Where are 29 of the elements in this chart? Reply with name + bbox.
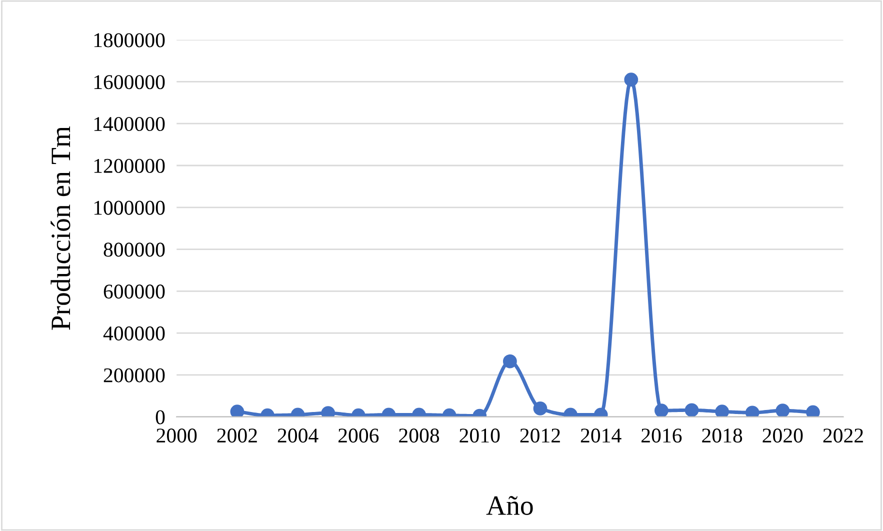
x-tick-label: 2008	[399, 428, 440, 443]
point	[745, 406, 760, 417]
y-tick-label: 1400000	[94, 116, 165, 132]
x-tick-label: 2016	[642, 428, 682, 443]
point	[715, 404, 729, 417]
y-tick-label: 0	[156, 410, 165, 424]
x-axis-title: Año	[486, 496, 533, 515]
x-tick-label: 2006	[338, 428, 379, 443]
x-tick-label: 2010	[460, 428, 500, 443]
x-tick-label: 2014	[580, 428, 622, 443]
y-axis-title: Producción en Tm	[50, 126, 70, 330]
y-tick-label: 1200000	[94, 158, 165, 173]
y-tick-label: 200000	[104, 368, 165, 382]
y-tick-label: 400000	[103, 326, 165, 340]
x-tick-label: 2018	[702, 428, 742, 443]
point	[806, 405, 820, 417]
point	[624, 72, 638, 87]
x-tick-label: 2002	[217, 428, 257, 443]
y-tick-label: 1600000	[94, 75, 165, 90]
y-tick-label: 600000	[104, 284, 165, 299]
x-tick-label: 2022	[823, 428, 863, 443]
y-tick-label: 800000	[104, 242, 165, 257]
x-tick-label: 2012	[520, 428, 560, 443]
x-tick-label: 2000	[156, 428, 197, 443]
y-tick-label: 1000000	[94, 200, 165, 215]
y-tick-label: 1800000	[94, 33, 165, 48]
point	[230, 404, 244, 417]
x-tick-label: 2020	[762, 428, 803, 443]
x-tick-label: 2004	[278, 428, 318, 443]
